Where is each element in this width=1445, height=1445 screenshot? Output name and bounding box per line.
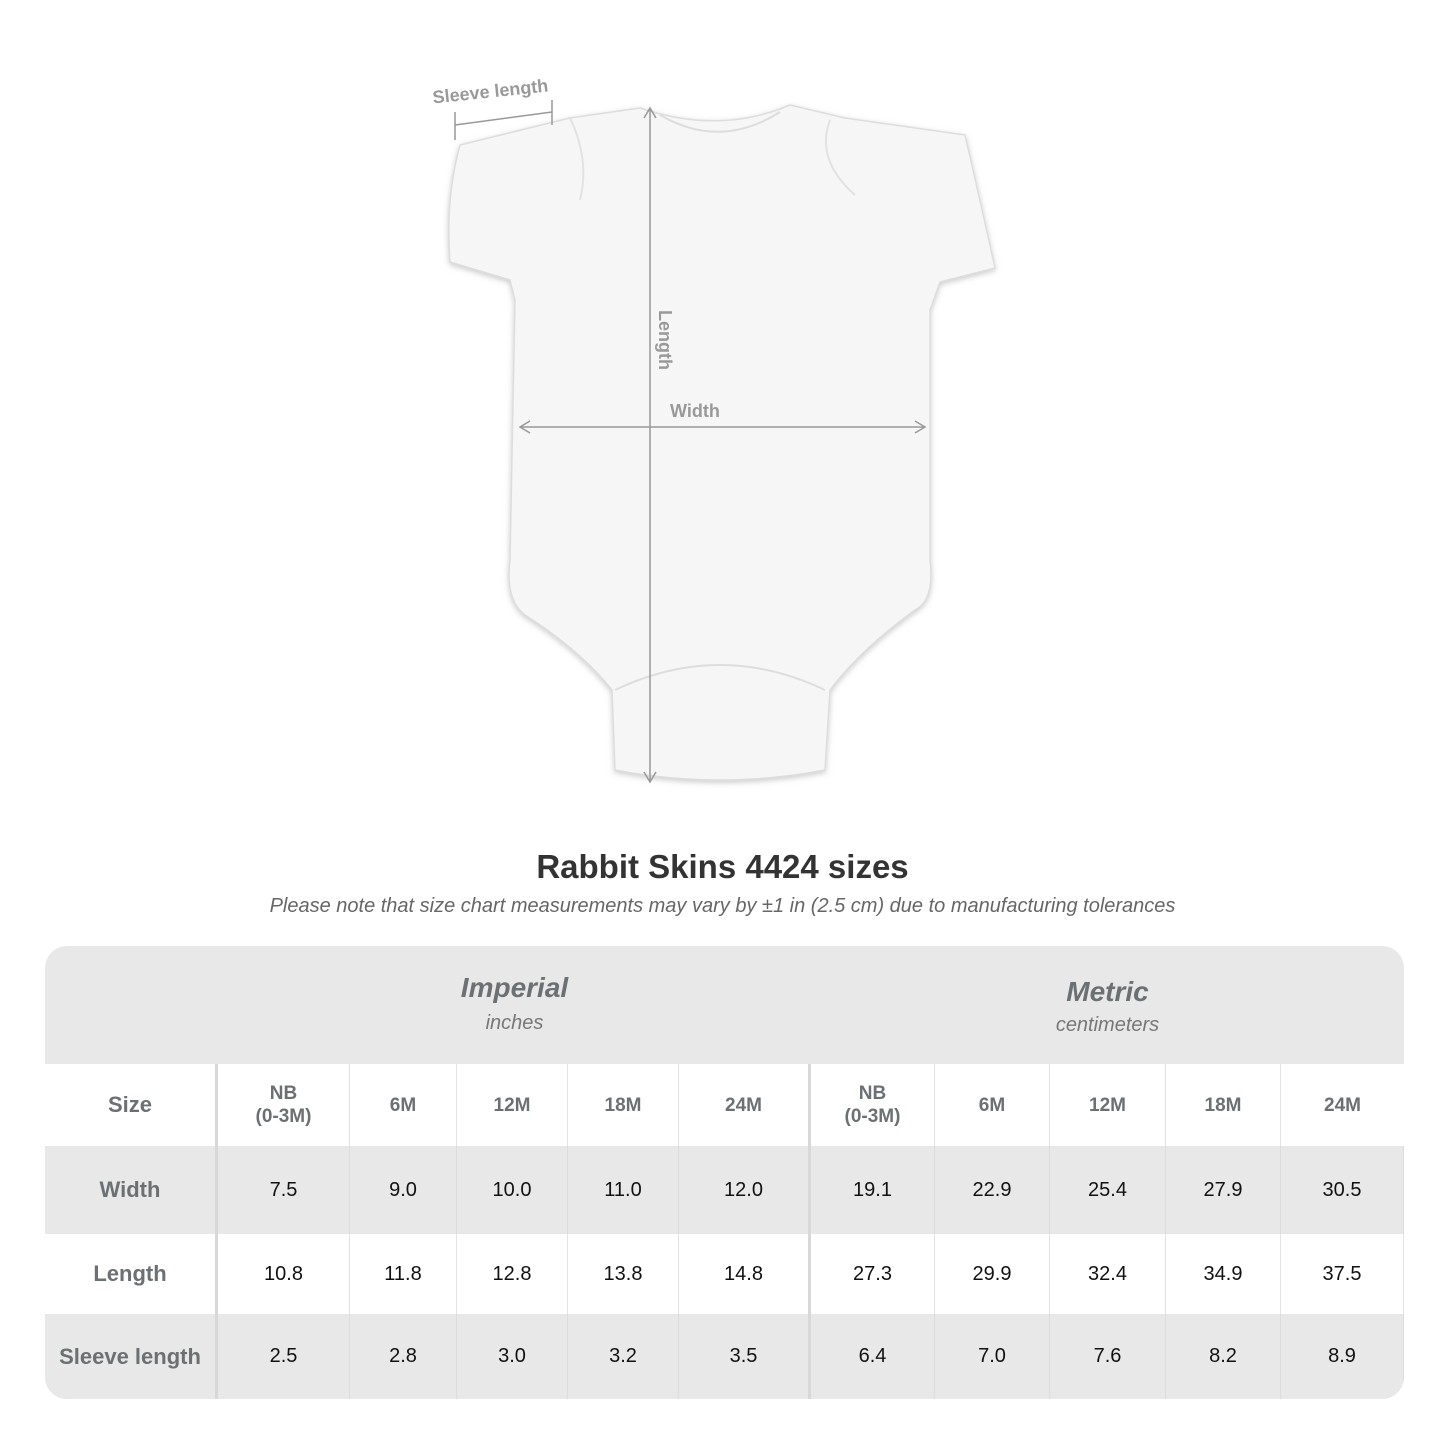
table-cell: 27.9: [1166, 1146, 1281, 1234]
size-label: Size: [45, 1064, 218, 1146]
row-label: Sleeve length: [45, 1314, 218, 1399]
row-label: Length: [45, 1234, 218, 1314]
width-label: Width: [670, 401, 720, 421]
table-cell: 34.9: [1166, 1234, 1281, 1314]
table-cell: 19.1: [811, 1146, 935, 1234]
chart-subtitle: Please note that size chart measurements…: [269, 895, 1176, 917]
metric-header: Metric centimeters: [811, 946, 1404, 1064]
onesie-image: [448, 104, 996, 781]
table-row: Length 10.8 11.8 12.8 13.8 14.8 27.3 29.9 32.4 34…: [45, 1234, 1404, 1314]
width-arrow: [518, 420, 927, 434]
table-cell: 37.5: [1281, 1234, 1404, 1314]
size-column-header: 6M: [350, 1064, 457, 1146]
table-cell: 30.5: [1281, 1146, 1404, 1234]
metric-unit: centimeters: [1055, 1014, 1160, 1036]
table-cell: 7.5: [218, 1146, 350, 1234]
table-cell: 7.6: [1050, 1314, 1166, 1399]
table-cell: 3.5: [679, 1314, 811, 1399]
metric-label: Metric: [1066, 976, 1149, 1007]
table-cell: 11.0: [568, 1146, 679, 1234]
size-header-row: Size NB (0-3M) 6M 12M 18M 24M NB (0-3M) 6M 12M 18…: [45, 1064, 1404, 1146]
imperial-unit: inches: [485, 1012, 544, 1034]
table-cell: 14.8: [679, 1234, 811, 1314]
table-cell: 10.8: [218, 1234, 350, 1314]
size-column-header: NB (0-3M): [218, 1064, 350, 1146]
table-cell: 7.0: [935, 1314, 1050, 1399]
table-cell: 13.8: [568, 1234, 679, 1314]
row-label: Width: [45, 1146, 218, 1234]
table-cell: 32.4: [1050, 1234, 1166, 1314]
table-cell: 29.9: [935, 1234, 1050, 1314]
size-table: Imperial inches Metric centimeters Size N…: [45, 946, 1404, 1399]
size-column-header: 18M: [1166, 1064, 1281, 1146]
table-cell: 2.5: [218, 1314, 350, 1399]
table-cell: 6.4: [811, 1314, 935, 1399]
size-column-header: 24M: [1324, 1094, 1361, 1116]
length-arrow: [643, 106, 657, 784]
table-cell: 3.2: [568, 1314, 679, 1399]
onesie-diagram: Sleeve length Length Width: [432, 75, 996, 784]
sleeve-length-arrow: [454, 100, 553, 140]
table-cell: 12.0: [679, 1146, 811, 1234]
size-column-header: 24M: [679, 1064, 811, 1146]
table-cell: 25.4: [1050, 1146, 1166, 1234]
table-cell: 3.0: [457, 1314, 568, 1399]
table-cell: 27.3: [811, 1234, 935, 1314]
table-cell: 22.9: [935, 1146, 1050, 1234]
table-cell: 11.8: [350, 1234, 457, 1314]
table-cell: 10.0: [457, 1146, 568, 1234]
length-label: Length: [655, 310, 675, 370]
table-cell: 2.8: [350, 1314, 457, 1399]
size-column-header: NB (0-3M): [811, 1064, 935, 1146]
imperial-label: Imperial: [460, 972, 569, 1003]
table-cell: 8.9: [1281, 1314, 1404, 1399]
size-column-header: 18M: [568, 1064, 679, 1146]
table-cell: 8.2: [1166, 1314, 1281, 1399]
size-column-header: 6M: [935, 1064, 1050, 1146]
table-row: Width 7.5 9.0 10.0 11.0 12.0 19.1 22.9 25.4 27.9 3…: [45, 1146, 1404, 1234]
imperial-header: Imperial inches: [218, 946, 811, 1064]
table-cell: 12.8: [457, 1234, 568, 1314]
size-column-header: 12M: [457, 1064, 568, 1146]
size-column-header: 12M: [1050, 1064, 1166, 1146]
sleeve-length-label: Sleeve length: [432, 75, 550, 107]
table-cell: 9.0: [350, 1146, 457, 1234]
chart-title: Rabbit Skins 4424 sizes: [536, 848, 909, 885]
table-row: Sleeve length 2.5 2.8 3.0 3.2 3.5 6.4 7.0 7.6 8.2…: [45, 1314, 1404, 1399]
